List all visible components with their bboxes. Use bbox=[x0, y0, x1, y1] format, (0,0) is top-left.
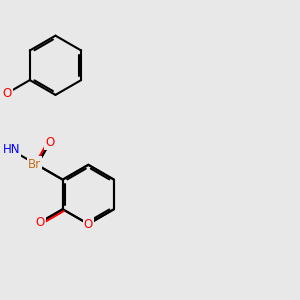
Text: O: O bbox=[45, 136, 55, 149]
Text: Br: Br bbox=[28, 158, 41, 171]
Text: O: O bbox=[2, 87, 11, 100]
Text: HN: HN bbox=[3, 143, 20, 157]
Text: O: O bbox=[35, 216, 45, 229]
Text: O: O bbox=[84, 218, 93, 230]
